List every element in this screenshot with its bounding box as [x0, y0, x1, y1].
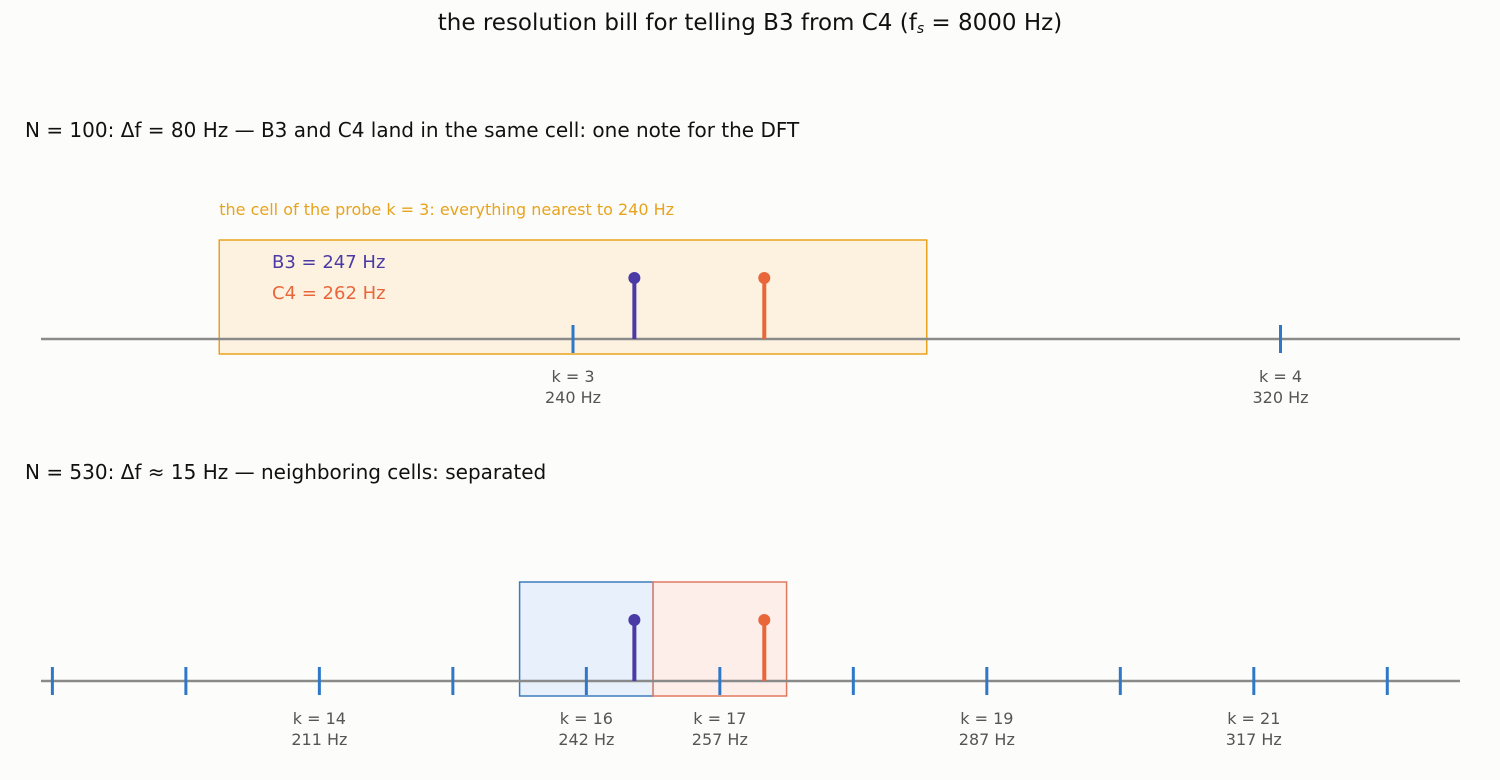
tick-label-k: k = 16	[560, 709, 613, 728]
tick-label-k: k = 19	[960, 709, 1013, 728]
b3-label: B3 = 247 Hz	[272, 252, 385, 273]
tick-label-k: k = 3	[551, 367, 594, 386]
tick-label-k: k = 17	[693, 709, 746, 728]
tick-label-hz: 320 Hz	[1252, 388, 1308, 407]
chart-title: the resolution bill for telling B3 from …	[437, 10, 1063, 37]
tick-label-hz: 242 Hz	[558, 730, 614, 749]
tick-label-hz: 257 Hz	[692, 730, 748, 749]
c4-marker-coarse	[758, 272, 771, 284]
b3-marker-fine	[628, 614, 641, 626]
b3-marker-coarse	[628, 272, 641, 284]
coarse-panel-heading: N = 100: Δf = 80 Hz — B3 and C4 land in …	[25, 118, 800, 142]
tick-label-hz: 211 Hz	[291, 730, 347, 749]
c4-label: C4 = 262 Hz	[272, 283, 386, 304]
tick-label-hz: 317 Hz	[1226, 730, 1282, 749]
fine-panel-heading: N = 530: Δf ≈ 15 Hz — neighboring cells:…	[25, 460, 547, 484]
tick-label-hz: 240 Hz	[545, 388, 601, 407]
tick-label-k: k = 4	[1259, 367, 1302, 386]
tick-label-k: k = 21	[1227, 709, 1280, 728]
tick-label-k: k = 14	[293, 709, 346, 728]
tick-label-hz: 287 Hz	[959, 730, 1015, 749]
cell-note: the cell of the probe k = 3: everything …	[219, 200, 674, 219]
c4-marker-fine	[758, 614, 771, 626]
